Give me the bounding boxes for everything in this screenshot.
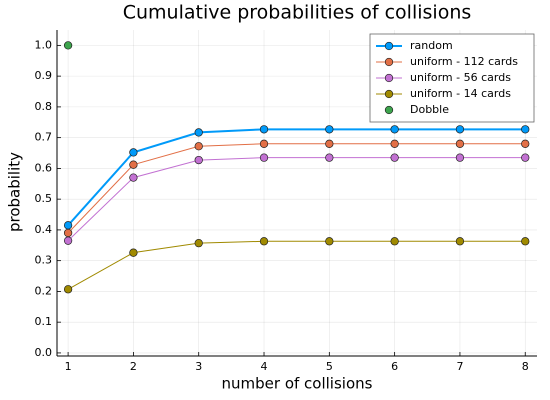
data-point: [325, 125, 334, 134]
legend-marker: [384, 57, 394, 67]
x-tick-label: 8: [522, 360, 529, 373]
y-tick-label: 0.2: [35, 284, 53, 297]
x-tick-label: 2: [130, 360, 137, 373]
y-tick-label: 0.6: [35, 161, 53, 174]
x-tick-label: 3: [195, 360, 202, 373]
y-tick-label: 0.7: [35, 131, 53, 144]
data-point: [259, 125, 269, 134]
data-point: [194, 238, 203, 248]
x-tick-label: 6: [391, 360, 398, 373]
data-point: [194, 155, 203, 165]
data-point: [63, 285, 73, 294]
legend-marker: [384, 73, 394, 83]
data-point: [521, 237, 530, 246]
legend-marker: [384, 105, 394, 115]
y-tick-label: 0.9: [35, 69, 53, 82]
y-axis-label: probability: [6, 152, 24, 232]
data-point: [390, 237, 399, 246]
legend-marker: [384, 41, 394, 51]
legend-label: random: [410, 39, 453, 52]
data-point: [455, 237, 465, 246]
y-tick-label: 0.4: [35, 223, 53, 236]
series-line: [67, 143, 526, 234]
data-point: [455, 125, 465, 134]
data-point: [521, 139, 530, 148]
data-point: [129, 248, 138, 257]
series-line: [67, 128, 526, 226]
x-tick-label: 4: [261, 360, 268, 373]
data-point: [63, 236, 73, 245]
data-point: [194, 128, 203, 137]
series-line: [67, 240, 526, 290]
data-point: [194, 142, 203, 151]
series-line: [67, 157, 526, 242]
legend-label: uniform - 112 cards: [410, 55, 518, 68]
data-point: [325, 139, 334, 148]
x-tick-label: 1: [65, 360, 72, 373]
data-point: [325, 237, 334, 246]
data-point: [521, 153, 530, 162]
data-point: [259, 237, 269, 246]
data-point: [390, 153, 399, 162]
data-point: [259, 139, 269, 148]
y-tick-label: 0.0: [35, 346, 53, 359]
legend-label: uniform - 56 cards: [410, 71, 511, 84]
y-tick-label: 0.8: [35, 100, 53, 113]
data-point: [390, 125, 399, 134]
data-point: [129, 173, 138, 182]
y-tick-label: 0.5: [35, 192, 53, 205]
data-point: [455, 153, 465, 162]
x-tick-label: 5: [326, 360, 333, 373]
legend-label: Dobble: [410, 103, 449, 116]
y-tick-label: 0.1: [35, 315, 53, 328]
y-tick-label: 1.0: [35, 38, 53, 51]
data-point: [129, 148, 138, 157]
chart-title: Cumulative probabilities of collisions: [123, 2, 472, 24]
legend-label: uniform - 14 cards: [410, 87, 511, 100]
data-point: [63, 228, 73, 238]
x-axis-label: number of collisions: [222, 375, 373, 393]
data-point: [390, 139, 399, 148]
data-point: [325, 153, 334, 162]
y-tick-label: 0.3: [35, 254, 53, 267]
data-point: [63, 221, 73, 230]
x-tick-label: 7: [456, 360, 463, 373]
data-point: [129, 160, 138, 169]
legend-marker: [384, 89, 394, 99]
data-point: [521, 125, 530, 134]
data-point: [455, 139, 465, 148]
data-point: [259, 153, 269, 162]
data-point: [63, 41, 73, 50]
